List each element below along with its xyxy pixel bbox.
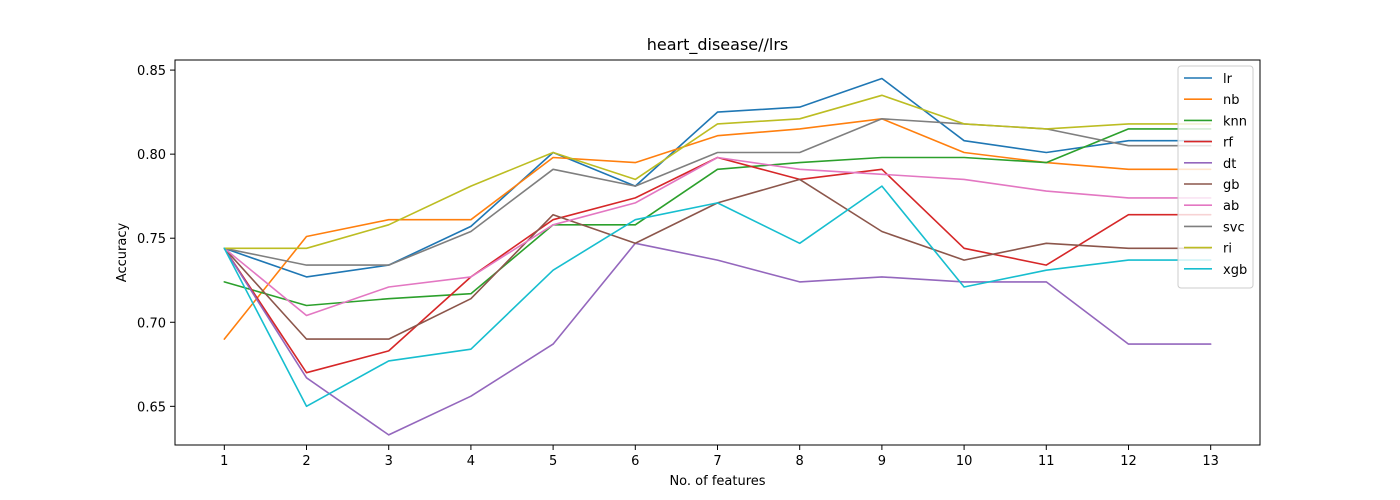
plot-frame: [174, 59, 1261, 446]
x-axis-ticks: 1 2 3 4 5 6 7 8 9 10 11 12 13: [220, 445, 1219, 469]
legend-label-dt: dt: [1223, 157, 1236, 172]
legend-label-gb: gb: [1223, 178, 1240, 193]
legend-label-ab: ab: [1223, 199, 1239, 214]
y-tick-label: 0.85: [137, 64, 166, 79]
series-line-ab: [223, 156, 1212, 317]
legend-box: [1177, 65, 1254, 289]
y-tick-label: 0.70: [137, 316, 166, 331]
x-tick-label: 9: [878, 454, 886, 469]
x-tick-label: 12: [1120, 454, 1137, 469]
y-axis-label: Accuracy: [115, 223, 130, 283]
plot-lines: [223, 77, 1212, 436]
series-line-ri: [223, 94, 1212, 250]
legend-label-knn: knn: [1223, 114, 1247, 129]
legend-label-ri: ri: [1223, 242, 1232, 257]
legend-label-rf: rf: [1223, 136, 1233, 151]
x-tick-label: 6: [631, 454, 639, 469]
legend: lr nb knn rf dt gb ab svc ri xgb: [1177, 65, 1254, 289]
series-line-xgb: [223, 185, 1212, 408]
y-axis-ticks: 0.65 0.70 0.75 0.80 0.85: [137, 64, 175, 415]
x-tick-label: 11: [1038, 454, 1055, 469]
x-tick-label: 8: [796, 454, 804, 469]
x-tick-label: 4: [467, 454, 475, 469]
x-tick-label: 1: [220, 454, 228, 469]
legend-label-svc: svc: [1223, 220, 1245, 235]
legend-label-xgb: xgb: [1223, 263, 1247, 278]
y-tick-label: 0.75: [137, 232, 166, 247]
series-line-knn: [223, 128, 1212, 307]
x-tick-label: 13: [1202, 454, 1219, 469]
x-tick-label: 7: [713, 454, 721, 469]
series-line-lr: [223, 77, 1212, 278]
series-line-dt: [223, 242, 1212, 436]
x-tick-label: 10: [956, 454, 973, 469]
chart-title: heart_disease//lrs: [647, 35, 789, 55]
y-tick-label: 0.65: [137, 400, 166, 415]
legend-label-nb: nb: [1223, 93, 1240, 108]
x-tick-label: 2: [302, 454, 310, 469]
legend-label-lr: lr: [1223, 72, 1233, 87]
x-tick-label: 5: [549, 454, 557, 469]
y-tick-label: 0.80: [137, 148, 166, 163]
x-axis-label: No. of features: [669, 474, 765, 489]
x-tick-label: 3: [385, 454, 393, 469]
